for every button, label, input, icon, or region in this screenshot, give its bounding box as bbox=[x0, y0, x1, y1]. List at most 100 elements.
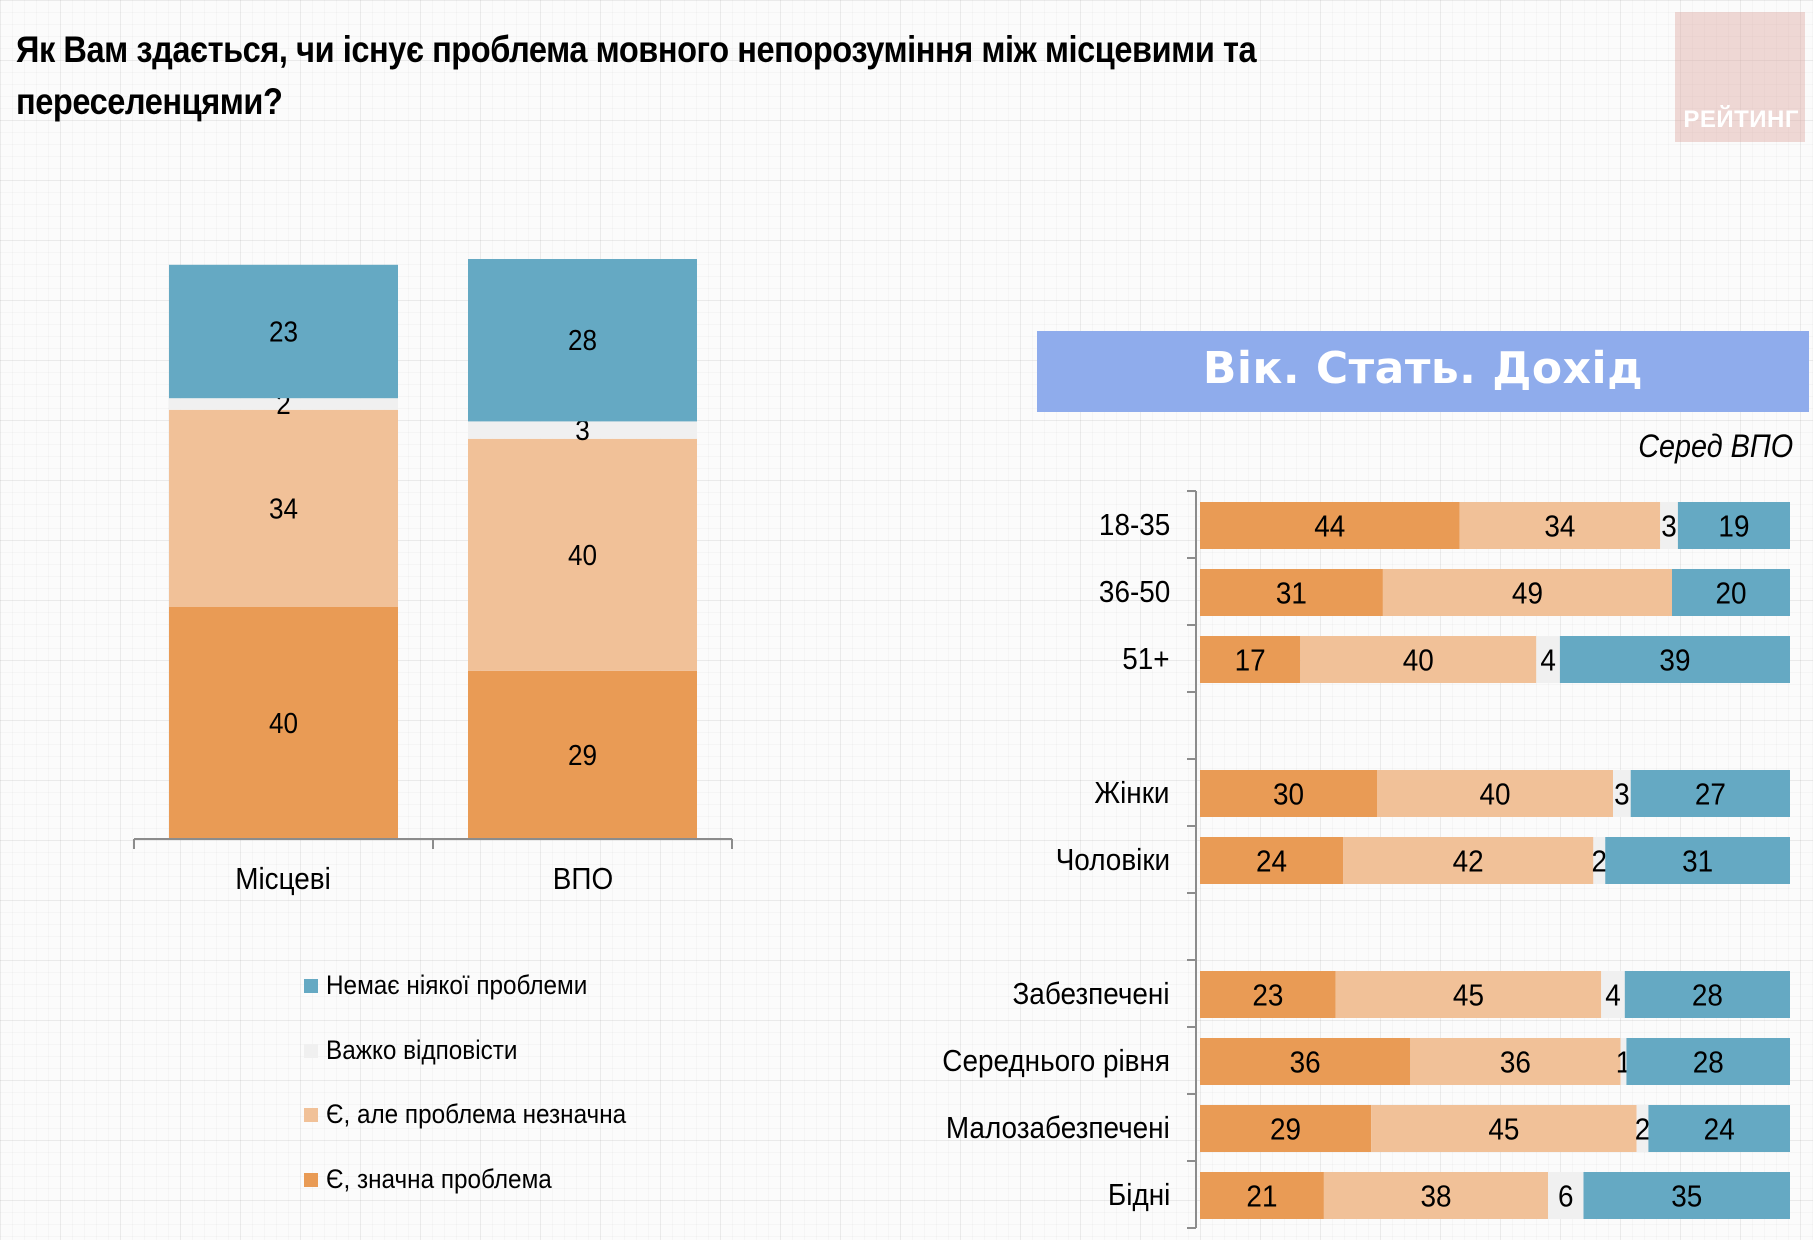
x-tick-label: ВПО bbox=[552, 861, 614, 896]
bar-segment-significant_problem bbox=[1200, 569, 1383, 616]
legend-label: Важко відповісти bbox=[326, 1034, 518, 1065]
data-label: 2 bbox=[1592, 844, 1608, 879]
bar-segment-minor_problem bbox=[1382, 569, 1672, 616]
rating-logo: РЕЙТИНГ bbox=[1675, 12, 1805, 142]
bar-segment-significant_problem bbox=[1200, 1038, 1411, 1085]
data-label: 3 bbox=[575, 414, 590, 447]
bar-segment-minor_problem bbox=[1410, 1038, 1621, 1085]
bar-segment-significant_problem bbox=[1200, 636, 1301, 683]
data-label: 6 bbox=[1558, 1179, 1574, 1214]
data-label: 24 bbox=[1256, 844, 1287, 879]
bar-segment-significant_problem bbox=[1200, 502, 1460, 549]
bar-segment-minor_problem bbox=[169, 409, 398, 607]
data-label: 30 bbox=[1273, 777, 1304, 812]
x-tick-label: Місцеві bbox=[235, 861, 331, 896]
data-label: 17 bbox=[1235, 643, 1266, 678]
bar-segment-no_problem bbox=[1648, 1105, 1790, 1152]
bar-segment-no_problem bbox=[468, 259, 697, 422]
bar-segment-minor_problem bbox=[1371, 1105, 1637, 1152]
data-label: 28 bbox=[568, 324, 597, 357]
legend-swatch bbox=[304, 1108, 318, 1122]
data-label: 34 bbox=[269, 492, 298, 525]
legend-label: Є, значна проблема bbox=[326, 1163, 552, 1194]
data-label: 3 bbox=[1614, 777, 1630, 812]
data-label: 45 bbox=[1453, 978, 1484, 1013]
data-label: 29 bbox=[568, 739, 597, 772]
bar-segment-no_problem bbox=[1559, 636, 1790, 683]
section-header-text: Вік. Стать. Дохід bbox=[1202, 343, 1644, 394]
y-tick-label: Чоловіки bbox=[1055, 842, 1170, 877]
data-label: 2 bbox=[1635, 1112, 1651, 1147]
y-tick-label: 51+ bbox=[1122, 641, 1170, 676]
data-label: 40 bbox=[1403, 643, 1434, 678]
y-tick-label: Жінки bbox=[1094, 775, 1170, 810]
bar-segment-no_problem bbox=[1605, 837, 1790, 884]
bar-segment-no_problem bbox=[1626, 1038, 1790, 1085]
bar-segment-significant_problem bbox=[1200, 971, 1336, 1018]
data-label: 36 bbox=[1500, 1045, 1531, 1080]
data-label: 4 bbox=[1540, 643, 1556, 678]
bar-segment-no_problem bbox=[1630, 770, 1790, 817]
bar-segment-significant_problem bbox=[1200, 1172, 1324, 1219]
bar-segment-no_problem bbox=[1583, 1172, 1790, 1219]
y-tick-label: Малозабезпечені bbox=[946, 1110, 1170, 1145]
bar-segment-hard_to_say bbox=[1613, 770, 1631, 817]
data-label: 29 bbox=[1270, 1112, 1301, 1147]
data-label: 19 bbox=[1718, 509, 1749, 544]
bar-segment-significant_problem bbox=[1200, 770, 1377, 817]
legend-label: Немає ніякої проблеми bbox=[326, 970, 588, 1000]
bar-segment-hard_to_say bbox=[1536, 636, 1560, 683]
data-label: 21 bbox=[1246, 1179, 1277, 1214]
y-tick-label: Середнього рівня bbox=[942, 1043, 1170, 1078]
section-header: Вік. Стать. Дохід bbox=[1037, 331, 1809, 412]
bar-segment-no_problem bbox=[1672, 569, 1790, 616]
data-label: 31 bbox=[1682, 844, 1713, 879]
logo-text: РЕЙТИНГ bbox=[1683, 106, 1799, 133]
legend-swatch bbox=[304, 979, 318, 993]
data-label: 45 bbox=[1488, 1112, 1519, 1147]
data-label: 23 bbox=[269, 315, 298, 348]
data-label: 40 bbox=[269, 707, 298, 740]
data-label: 35 bbox=[1671, 1179, 1702, 1214]
bar-segment-hard_to_say bbox=[1548, 1172, 1584, 1219]
bar-segment-hard_to_say bbox=[169, 398, 398, 410]
data-label: 20 bbox=[1715, 576, 1746, 611]
page-title: Як Вам здається, чи існує проблема мовно… bbox=[16, 29, 1257, 122]
data-label: 31 bbox=[1276, 576, 1307, 611]
bar-segment-hard_to_say bbox=[1636, 1105, 1649, 1152]
legend-label: Є, але проблема незначна bbox=[326, 1099, 627, 1129]
data-label: 24 bbox=[1704, 1112, 1735, 1147]
data-label: 28 bbox=[1693, 1045, 1724, 1080]
bar-segment-significant_problem bbox=[1200, 837, 1344, 884]
bar-segment-minor_problem bbox=[1323, 1172, 1549, 1219]
data-label: 39 bbox=[1659, 643, 1690, 678]
bar-segment-no_problem bbox=[1624, 971, 1790, 1018]
bar-segment-no_problem bbox=[1677, 502, 1790, 549]
data-label: 23 bbox=[1252, 978, 1283, 1013]
data-label: 49 bbox=[1512, 576, 1543, 611]
data-label: 34 bbox=[1544, 509, 1575, 544]
bar-segment-minor_problem bbox=[468, 438, 697, 671]
data-label: 4 bbox=[1605, 978, 1621, 1013]
bar-segment-significant_problem bbox=[468, 670, 697, 839]
bar-segment-significant_problem bbox=[1200, 1105, 1372, 1152]
legend-swatch bbox=[304, 1172, 318, 1187]
bar-segment-minor_problem bbox=[1377, 770, 1613, 817]
bar-segment-minor_problem bbox=[1335, 971, 1602, 1018]
legend-swatch bbox=[304, 1043, 318, 1058]
data-label: 42 bbox=[1453, 844, 1484, 879]
bar-segment-hard_to_say bbox=[468, 421, 697, 439]
bar-segment-significant_problem bbox=[169, 607, 398, 839]
data-label: 28 bbox=[1692, 978, 1723, 1013]
data-label: 40 bbox=[1479, 777, 1510, 812]
bar-segment-hard_to_say bbox=[1620, 1038, 1627, 1085]
y-tick-label: Бідні bbox=[1107, 1177, 1170, 1212]
bar-segment-minor_problem bbox=[1343, 837, 1594, 884]
data-label: 36 bbox=[1290, 1045, 1321, 1080]
data-label: 40 bbox=[568, 539, 597, 572]
data-label: 44 bbox=[1314, 509, 1345, 544]
bar-segment-minor_problem bbox=[1459, 502, 1661, 549]
bar-segment-hard_to_say bbox=[1660, 502, 1678, 549]
